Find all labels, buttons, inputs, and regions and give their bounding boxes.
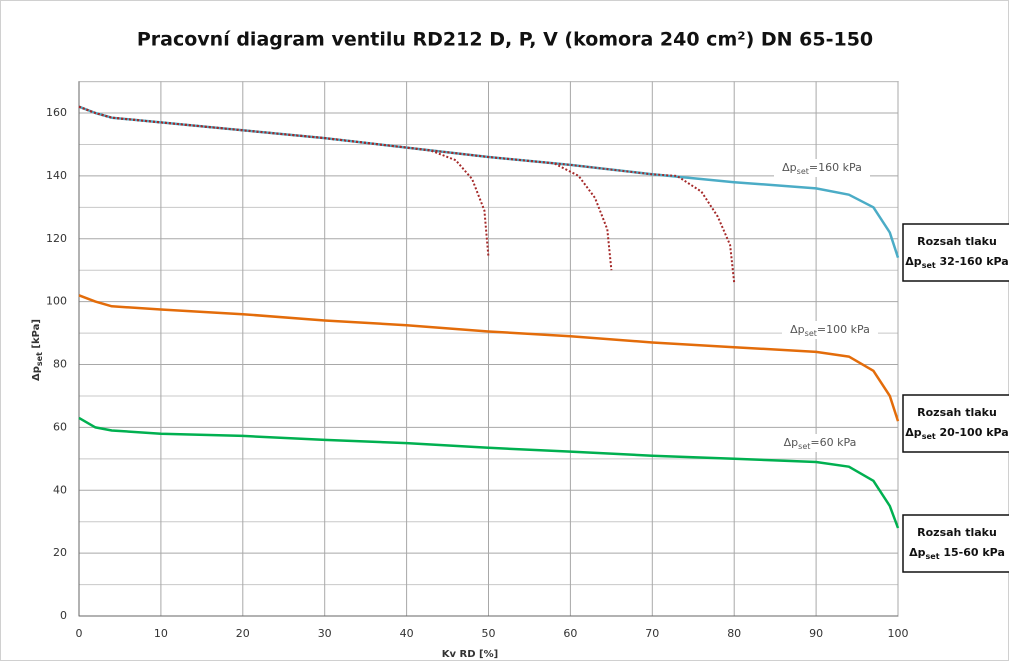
- text-part: set: [922, 261, 936, 270]
- text-part: Δp: [905, 426, 922, 439]
- x-axis-label: Kv RD [%]: [442, 649, 498, 660]
- x-tick-label: 80: [727, 627, 741, 640]
- x-tick-label: 70: [645, 627, 659, 640]
- y-tick-label: 40: [53, 483, 67, 496]
- text-part: =160 kPa: [809, 161, 862, 174]
- curve-label: Δpset=160 kPa: [774, 159, 870, 177]
- text-part: 15-60 kPa: [940, 546, 1005, 559]
- x-tick-label: 30: [318, 627, 332, 640]
- text-part: set: [797, 167, 809, 176]
- text-part: Δp: [784, 436, 799, 449]
- x-tick-label: 10: [154, 627, 168, 640]
- chart-title: Pracovní diagram ventilu RD212 D, P, V (…: [137, 29, 873, 51]
- box-title: Rozsah tlaku: [917, 526, 997, 539]
- y-tick-label: 80: [53, 358, 67, 371]
- x-tick-label: 50: [482, 627, 496, 640]
- line: [78, 105, 900, 258]
- x-tick-label: 90: [809, 627, 823, 640]
- text-part: Δp: [790, 323, 805, 336]
- range-box: Rozsah tlaku Δpset 20-100 kPa: [902, 394, 1009, 453]
- text-part: set: [798, 442, 810, 451]
- rich-text: Δpset 20-100 kPa: [905, 426, 1008, 441]
- range-box: Rozsah tlaku Δpset 15-60 kPa: [902, 514, 1009, 573]
- label-bg: [782, 321, 878, 339]
- rich-text: Δpset=100 kPa: [790, 323, 870, 338]
- range-box: Rozsah tlaku Δpset 32-160 kPa: [902, 223, 1009, 282]
- y-tick-label: 0: [60, 609, 67, 622]
- text-part: Δp: [905, 255, 922, 268]
- text-part: set: [805, 329, 817, 338]
- x-tick-label: 0: [76, 627, 83, 640]
- curve-label: Δpset=60 kPa: [772, 434, 868, 452]
- box-title: Rozsah tlaku: [917, 235, 997, 248]
- y-tick-label: 120: [46, 232, 67, 245]
- text-part: 20-100 kPa: [936, 426, 1009, 439]
- line: [78, 294, 900, 422]
- y-tick-label: 100: [46, 295, 67, 308]
- dotted-line: [78, 105, 736, 283]
- rich-text: Δpset 32-160 kPa: [905, 255, 1008, 270]
- x-tick-label: 100: [888, 627, 909, 640]
- rich-text: Δpset=160 kPa: [782, 161, 862, 176]
- label-bg: [772, 434, 868, 452]
- label-bg: [774, 159, 870, 177]
- y-tick-label: 140: [46, 169, 67, 182]
- y-tick-label: 60: [53, 420, 67, 433]
- x-tick-label: 20: [236, 627, 250, 640]
- rich-text: Δpset=60 kPa: [784, 436, 857, 451]
- line: [78, 416, 900, 529]
- text-part: 32-160 kPa: [936, 255, 1009, 268]
- text-part: Δp: [782, 161, 797, 174]
- text-part: =100 kPa: [817, 323, 870, 336]
- rich-text: Δpset 15-60 kPa: [909, 546, 1005, 561]
- text-part: set: [922, 432, 936, 441]
- text-part: =60 kPa: [810, 436, 856, 449]
- box: [902, 514, 1009, 573]
- y-tick-label: 20: [53, 546, 67, 559]
- y-tick-label: 160: [46, 106, 67, 119]
- box: [902, 394, 1009, 453]
- box-title: Rozsah tlaku: [917, 406, 997, 419]
- text-part: Δp: [909, 546, 926, 559]
- curve-label: Δpset=100 kPa: [782, 321, 878, 339]
- box: [902, 223, 1009, 282]
- x-tick-label: 60: [563, 627, 577, 640]
- x-tick-label: 40: [400, 627, 414, 640]
- y-axis-label: Δpset [kPa]: [31, 319, 44, 381]
- text-part: set: [926, 552, 940, 561]
